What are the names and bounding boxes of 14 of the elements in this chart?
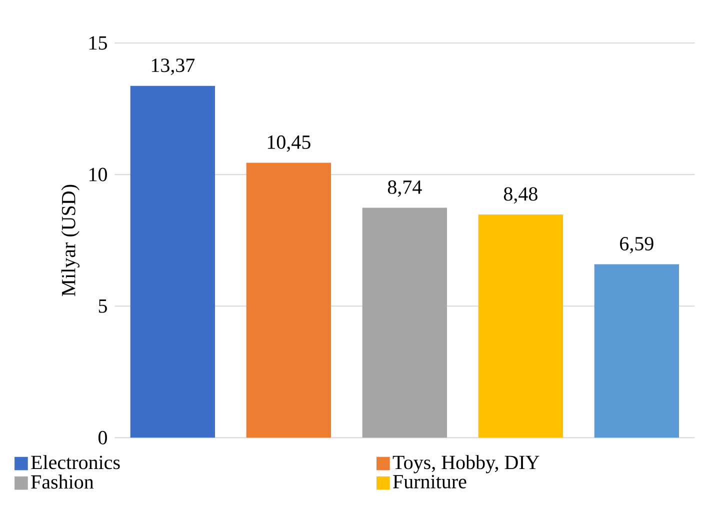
y-tick-label: 15	[89, 36, 107, 50]
y-axis-title: Milyar (USD)	[61, 184, 80, 296]
legend-label: Toys, Hobby, DIY	[392, 455, 540, 474]
text: 13,37	[152, 58, 195, 75]
text: 10,45	[268, 135, 310, 152]
y-tick-label: 0	[98, 430, 107, 444]
y-tick-label: 5	[98, 299, 107, 313]
legend-label: Fashion	[31, 474, 94, 489]
legend-label: Electronics	[31, 455, 120, 470]
text: 8,48	[504, 187, 538, 204]
y-tick-label: 10	[89, 168, 107, 182]
legend-label: Furniture	[393, 474, 466, 488]
text: 8,74	[388, 180, 422, 197]
text: 6,59	[620, 237, 654, 254]
